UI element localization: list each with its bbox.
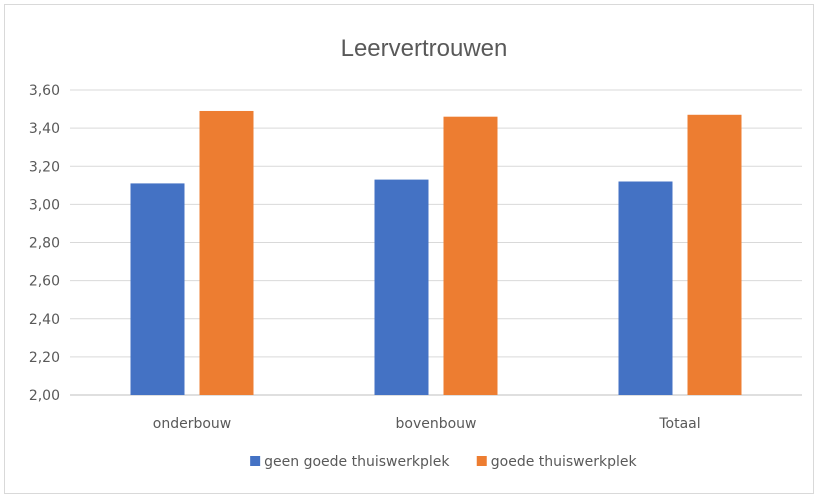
- x-tick-label: bovenbouw: [396, 416, 477, 432]
- y-tick-label: 2,80: [29, 236, 60, 252]
- y-tick-label: 3,00: [29, 197, 60, 213]
- y-tick-label: 2,00: [29, 388, 60, 404]
- y-tick-label: 3,40: [29, 121, 60, 137]
- legend-label: goede thuiswerkplek: [491, 454, 638, 470]
- bar: [618, 181, 673, 395]
- y-tick-label: 2,20: [29, 350, 60, 366]
- bar: [443, 116, 498, 395]
- legend-label: geen goede thuiswerkplek: [264, 454, 450, 470]
- legend-swatch: [476, 456, 487, 466]
- x-tick-label: onderbouw: [153, 416, 231, 432]
- bar: [687, 114, 742, 395]
- x-tick-label: Totaal: [658, 416, 700, 432]
- bar: [199, 110, 254, 395]
- legend-swatch: [250, 456, 261, 466]
- y-tick-label: 2,60: [29, 274, 60, 290]
- bar: [374, 179, 429, 395]
- y-tick-label: 3,60: [29, 83, 60, 99]
- y-tick-label: 3,20: [29, 159, 60, 175]
- bar: [130, 183, 185, 395]
- chart-title: Leervertrouwen: [341, 35, 508, 62]
- y-tick-label: 2,40: [29, 312, 60, 328]
